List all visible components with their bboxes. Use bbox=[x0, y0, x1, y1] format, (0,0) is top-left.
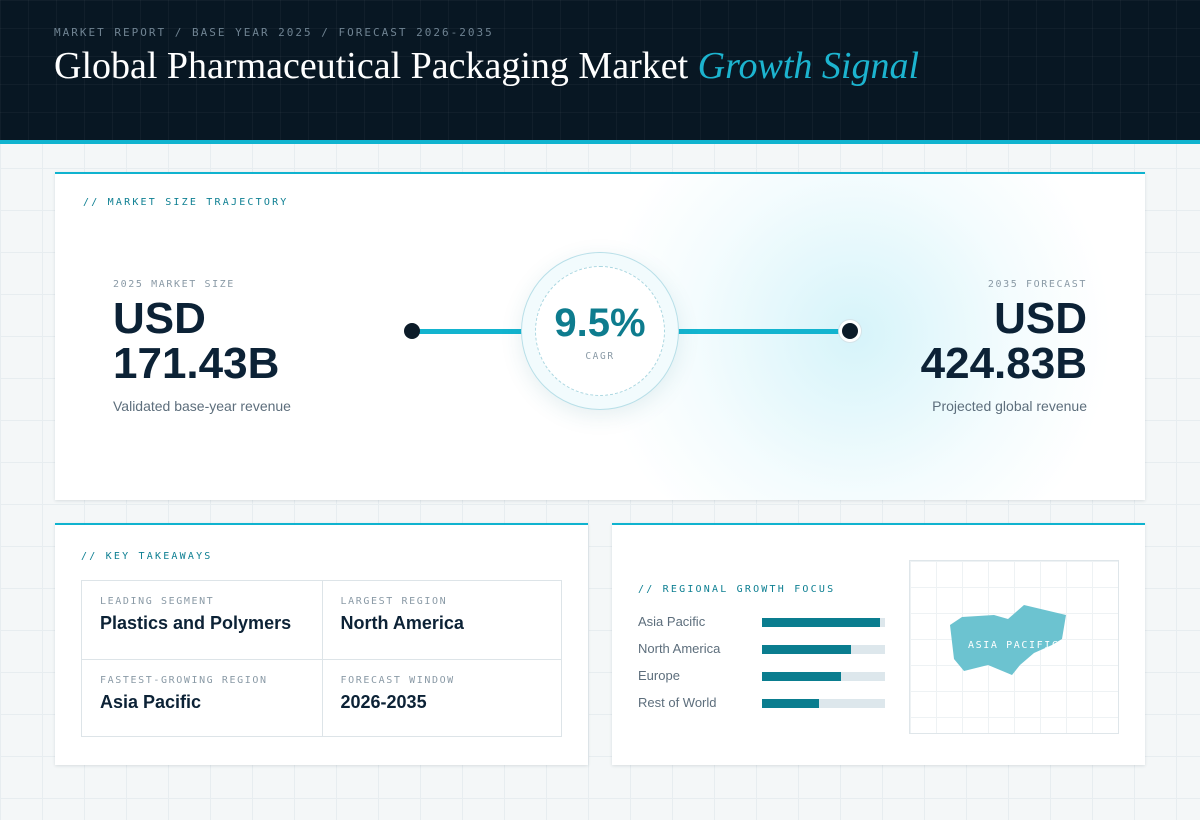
takeaway-forecast-window: FORECAST WINDOW 2026-2035 bbox=[321, 658, 561, 736]
page-title: Global Pharmaceutical Packaging Market G… bbox=[54, 44, 919, 88]
takeaways-grid: LEADING SEGMENT Plastics and Polymers LA… bbox=[81, 580, 562, 737]
trajectory-line-right bbox=[677, 329, 843, 334]
region-name: North America bbox=[638, 641, 721, 656]
takeaway-value: 2026-2035 bbox=[340, 691, 427, 712]
region-bar-asia-pacific: Asia Pacific bbox=[638, 614, 888, 630]
region-name: Europe bbox=[638, 668, 680, 683]
title-main: Global Pharmaceutical Packaging Market bbox=[54, 45, 689, 87]
takeaway-value: Plastics and Polymers bbox=[100, 613, 292, 633]
map-region-label: ASIA PACIFIC bbox=[968, 640, 1060, 651]
start-value: 171.43B bbox=[113, 339, 280, 388]
end-point-marker bbox=[842, 323, 858, 339]
region-bar-track bbox=[762, 699, 885, 708]
end-currency: USD bbox=[994, 294, 1087, 343]
region-bar-track bbox=[762, 672, 885, 681]
region-map: ASIA PACIFIC bbox=[909, 560, 1119, 734]
region-bar-rest-of-world: Rest of World bbox=[638, 695, 888, 711]
takeaway-key: LARGEST REGION bbox=[340, 596, 448, 607]
cagr-value: 9.5% bbox=[554, 301, 646, 345]
takeaway-key: FORECAST WINDOW bbox=[340, 674, 455, 686]
section-label-regional: // REGIONAL GROWTH FOCUS bbox=[638, 584, 836, 595]
end-value-block: 2035 FORECAST USD 424.83B Projected glob… bbox=[921, 279, 1087, 414]
region-bar-europe: Europe bbox=[638, 668, 888, 684]
key-takeaways-card: // KEY TAKEAWAYS LEADING SEGMENT Plastic… bbox=[55, 523, 588, 765]
region-bar-fill bbox=[762, 618, 881, 627]
title-accent: Growth Signal bbox=[697, 45, 920, 87]
section-label-trajectory: // MARKET SIZE TRAJECTORY bbox=[83, 197, 289, 208]
region-name: Asia Pacific bbox=[638, 614, 706, 629]
cagr-badge: 9.5% CAGR bbox=[521, 252, 679, 410]
end-value: 424.83B bbox=[920, 339, 1087, 388]
cagr-inner-ring: 9.5% CAGR bbox=[535, 266, 665, 396]
start-currency: USD bbox=[113, 294, 206, 343]
asia-pacific-map-shape bbox=[950, 605, 1066, 675]
market-size-trajectory-card: // MARKET SIZE TRAJECTORY 2025 MARKET SI… bbox=[55, 172, 1145, 500]
cagr-label: CAGR bbox=[585, 351, 615, 362]
region-bar-fill bbox=[762, 645, 851, 654]
start-value-block: 2025 MARKET SIZE USD 171.43B Validated b… bbox=[113, 279, 291, 414]
end-caption: Projected global revenue bbox=[932, 398, 1087, 414]
takeaway-value: North America bbox=[340, 613, 464, 633]
region-bar-track bbox=[762, 645, 885, 654]
start-caption: Validated base-year revenue bbox=[113, 398, 291, 414]
region-name: Rest of World bbox=[638, 695, 717, 710]
start-label: 2025 MARKET SIZE bbox=[113, 279, 235, 290]
takeaway-largest-region: LARGEST REGION North America bbox=[321, 581, 562, 659]
section-label-takeaways: // KEY TAKEAWAYS bbox=[81, 551, 213, 562]
region-bar-north-america: North America bbox=[638, 641, 888, 657]
region-bar-fill bbox=[762, 672, 841, 681]
takeaway-fastest-growing-region: FASTEST-GROWING REGION Asia Pacific bbox=[82, 658, 322, 737]
regional-growth-focus-card: // REGIONAL GROWTH FOCUS Asia Pacific No… bbox=[612, 523, 1145, 765]
start-point-marker bbox=[404, 323, 420, 339]
takeaway-value: Asia Pacific bbox=[100, 691, 202, 712]
end-label: 2035 FORECAST bbox=[987, 279, 1087, 290]
region-bar-fill bbox=[762, 699, 819, 708]
report-eyebrow: MARKET REPORT / BASE YEAR 2025 / FORECAS… bbox=[54, 26, 494, 39]
takeaway-key: LEADING SEGMENT bbox=[100, 596, 215, 607]
takeaway-key: FASTEST-GROWING REGION bbox=[100, 674, 268, 686]
trajectory-line-left bbox=[419, 329, 523, 334]
takeaway-leading-segment: LEADING SEGMENT Plastics and Polymers bbox=[82, 581, 322, 659]
report-header: MARKET REPORT / BASE YEAR 2025 / FORECAS… bbox=[0, 0, 1200, 144]
region-bar-track bbox=[762, 618, 885, 627]
